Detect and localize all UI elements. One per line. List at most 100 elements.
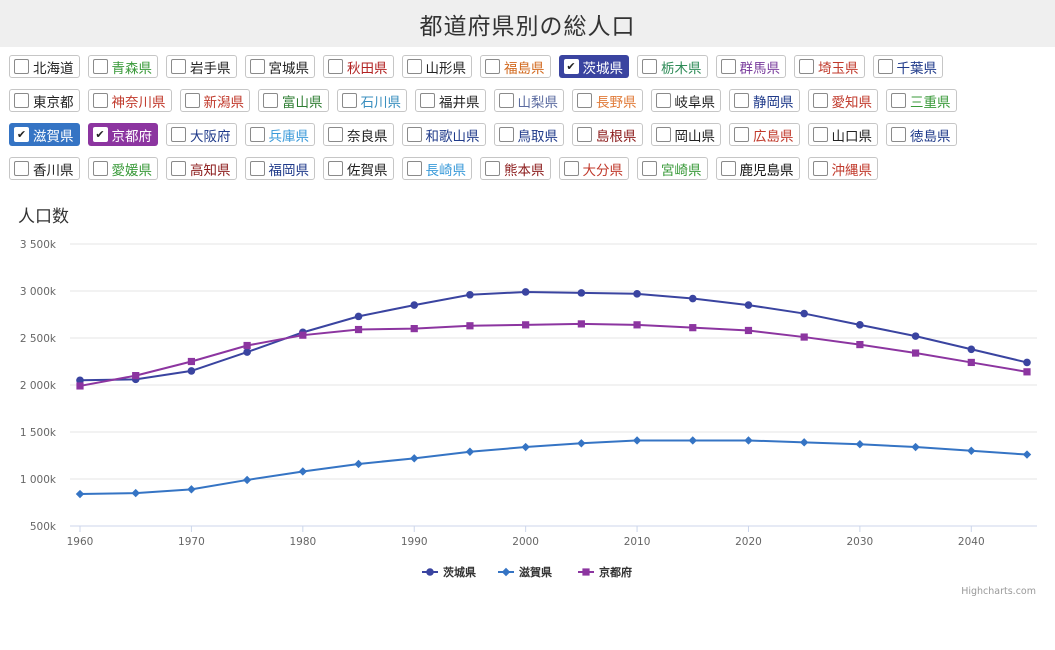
unchecked-box-icon[interactable] [184,93,200,108]
unchecked-box-icon[interactable] [563,161,579,176]
legend-item[interactable]: 京都府 [578,565,632,579]
unchecked-box-icon[interactable] [799,59,814,74]
data-point[interactable] [299,331,307,339]
unchecked-box-icon[interactable] [734,127,749,142]
data-point[interactable] [131,488,140,498]
prefecture-checkbox[interactable]: 愛媛県 [87,157,158,180]
prefecture-checkbox[interactable]: 福井県 [415,89,486,112]
data-point[interactable] [911,349,920,357]
data-point[interactable] [744,436,753,445]
data-point[interactable] [967,358,975,367]
legend-item[interactable]: 滋賀県 [498,565,552,579]
unchecked-box-icon[interactable] [655,127,671,142]
data-point[interactable] [744,301,753,309]
unchecked-box-icon[interactable] [812,127,828,142]
data-point[interactable] [76,382,84,390]
data-point[interactable] [800,333,808,341]
prefecture-checkbox[interactable]: 秋田県 [323,55,394,78]
unchecked-box-icon[interactable] [720,59,736,74]
unchecked-box-icon[interactable] [341,93,357,108]
unchecked-box-icon[interactable] [877,59,893,74]
legend-label[interactable]: 茨城県 [443,565,476,579]
series-line[interactable] [79,290,1028,382]
data-point[interactable] [410,301,419,309]
data-point[interactable] [410,454,419,463]
prefecture-checkbox[interactable]: 鳥取県 [493,123,564,146]
unchecked-box-icon[interactable] [406,127,422,142]
unchecked-box-icon[interactable] [249,161,265,176]
unchecked-box-icon[interactable] [485,161,500,176]
unchecked-box-icon[interactable] [328,161,343,176]
data-point[interactable] [856,321,864,329]
data-point[interactable] [465,447,475,456]
prefecture-checkbox[interactable]: 島根県 [572,123,643,146]
data-point[interactable] [242,475,252,485]
prefecture-checkbox[interactable]: 佐賀県 [323,157,394,180]
prefecture-checkbox[interactable]: ✔ 茨城県 [558,55,629,78]
credits-label[interactable]: Highcharts.com [961,586,1036,597]
prefecture-checkbox[interactable]: 栃木県 [637,55,708,78]
prefecture-checkbox[interactable]: 群馬県 [715,55,786,78]
prefecture-checkbox[interactable]: 熊本県 [480,157,551,180]
prefecture-checkbox[interactable]: 埼玉県 [794,55,865,78]
prefecture-checkbox[interactable]: 東京都 [9,89,80,112]
unchecked-box-icon[interactable] [406,59,422,74]
unchecked-box-icon[interactable] [891,127,906,142]
data-point[interactable] [298,467,308,476]
data-point[interactable] [911,332,920,340]
prefecture-checkbox[interactable]: 神奈川県 [87,89,172,112]
data-point[interactable] [799,438,809,447]
series-line[interactable] [79,322,1028,387]
prefecture-checkbox[interactable]: 長崎県 [401,157,472,180]
unchecked-box-icon[interactable] [406,161,422,176]
unchecked-box-icon[interactable] [498,93,514,108]
legend-marker-symbol[interactable] [426,568,434,576]
unchecked-box-icon[interactable] [263,93,278,108]
prefecture-checkbox[interactable]: 山形県 [401,55,472,78]
legend-marker-symbol[interactable] [582,568,590,576]
unchecked-box-icon[interactable] [642,161,657,176]
prefecture-checkbox[interactable]: 北海道 [9,55,80,78]
prefecture-checkbox[interactable]: ✔ 滋賀県 [9,123,80,146]
unchecked-box-icon[interactable] [92,59,108,74]
checked-box-icon[interactable]: ✔ [92,127,108,142]
data-point[interactable] [354,312,363,321]
prefecture-checkbox[interactable]: 福岡県 [244,157,315,180]
unchecked-box-icon[interactable] [720,161,736,176]
unchecked-box-icon[interactable] [328,59,343,74]
data-point[interactable] [521,442,530,452]
data-point[interactable] [967,345,976,354]
unchecked-box-icon[interactable] [171,127,186,142]
unchecked-box-icon[interactable] [14,161,29,176]
data-point[interactable] [1023,358,1031,367]
data-point[interactable] [577,439,586,448]
data-point[interactable] [633,321,641,329]
data-point[interactable] [76,376,84,385]
unchecked-box-icon[interactable] [328,127,343,142]
data-point[interactable] [855,440,865,449]
unchecked-box-icon[interactable] [92,161,108,176]
unchecked-box-icon[interactable] [14,93,29,108]
series-line[interactable] [79,439,1028,496]
prefecture-checkbox[interactable]: 福島県 [480,55,551,78]
unchecked-box-icon[interactable] [249,127,265,142]
checked-box-icon[interactable]: ✔ [14,127,29,142]
unchecked-box-icon[interactable] [812,161,828,176]
unchecked-box-icon[interactable] [642,59,657,74]
data-point[interactable] [632,436,642,445]
prefecture-checkbox[interactable]: 鹿児島県 [715,157,800,180]
prefecture-checkbox[interactable]: 徳島県 [886,123,957,146]
data-point[interactable] [689,324,697,332]
data-point[interactable] [521,288,530,296]
prefecture-checkbox[interactable]: 沖縄県 [807,157,878,180]
data-point[interactable] [577,289,586,297]
data-point[interactable] [187,367,196,375]
data-point[interactable] [410,325,418,333]
data-point[interactable] [243,348,251,356]
prefecture-checkbox[interactable]: 長野県 [572,89,643,112]
prefecture-checkbox[interactable]: 富山県 [258,89,329,112]
unchecked-box-icon[interactable] [171,59,186,74]
unchecked-box-icon[interactable] [171,161,186,176]
data-point[interactable] [354,459,363,469]
data-point[interactable] [75,489,85,499]
